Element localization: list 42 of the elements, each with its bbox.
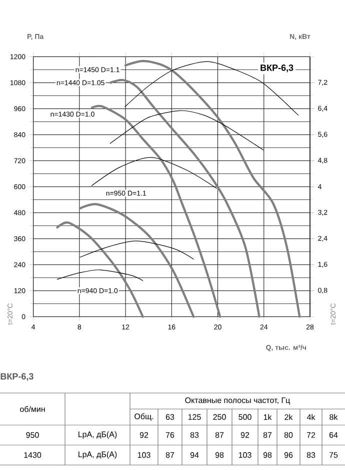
- text: Октавные полосы частот, Гц: [185, 397, 290, 405]
- text: 87: [166, 452, 174, 458]
- text: ВКР-6,3: [260, 64, 294, 72]
- text: 96: [284, 452, 293, 458]
- text: 4k: [306, 414, 316, 420]
- text: 83: [190, 432, 199, 438]
- text: ВКР-6,3: [0, 373, 34, 381]
- text: 125: [188, 414, 201, 420]
- line-series: [110, 110, 264, 150]
- text: 94: [190, 452, 199, 458]
- text: 1k: [264, 414, 272, 420]
- text: 72: [306, 432, 316, 438]
- text: 76: [166, 432, 174, 438]
- line-series: [124, 60, 301, 318]
- text: 1430: [24, 452, 42, 458]
- text: 950: [26, 432, 39, 438]
- text: 64: [329, 432, 338, 438]
- text: LpA, дБ(A): [78, 431, 117, 439]
- text: LpA, дБ(A): [78, 451, 117, 459]
- text: 103: [138, 452, 150, 458]
- text: 98: [215, 452, 224, 458]
- text: 87: [263, 432, 272, 438]
- text: 92: [140, 432, 148, 438]
- text: 92: [240, 432, 250, 438]
- text: об/мин: [20, 406, 45, 412]
- line-series: [56, 270, 144, 281]
- text: 83: [306, 452, 316, 458]
- line-series: [56, 221, 144, 318]
- line-series: [80, 240, 194, 260]
- text: 500: [238, 414, 252, 420]
- line-series: [78, 203, 195, 318]
- text: 8k: [330, 414, 338, 420]
- text: Общ.: [134, 413, 154, 421]
- text: 63: [166, 414, 174, 420]
- text: 75: [329, 452, 338, 458]
- text: 103: [238, 452, 252, 458]
- text: 98: [263, 452, 272, 458]
- text: 87: [215, 432, 224, 438]
- text: 2k: [284, 414, 293, 420]
- text: 250: [213, 414, 226, 420]
- text: 80: [284, 432, 293, 438]
- line-series: [91, 157, 217, 189]
